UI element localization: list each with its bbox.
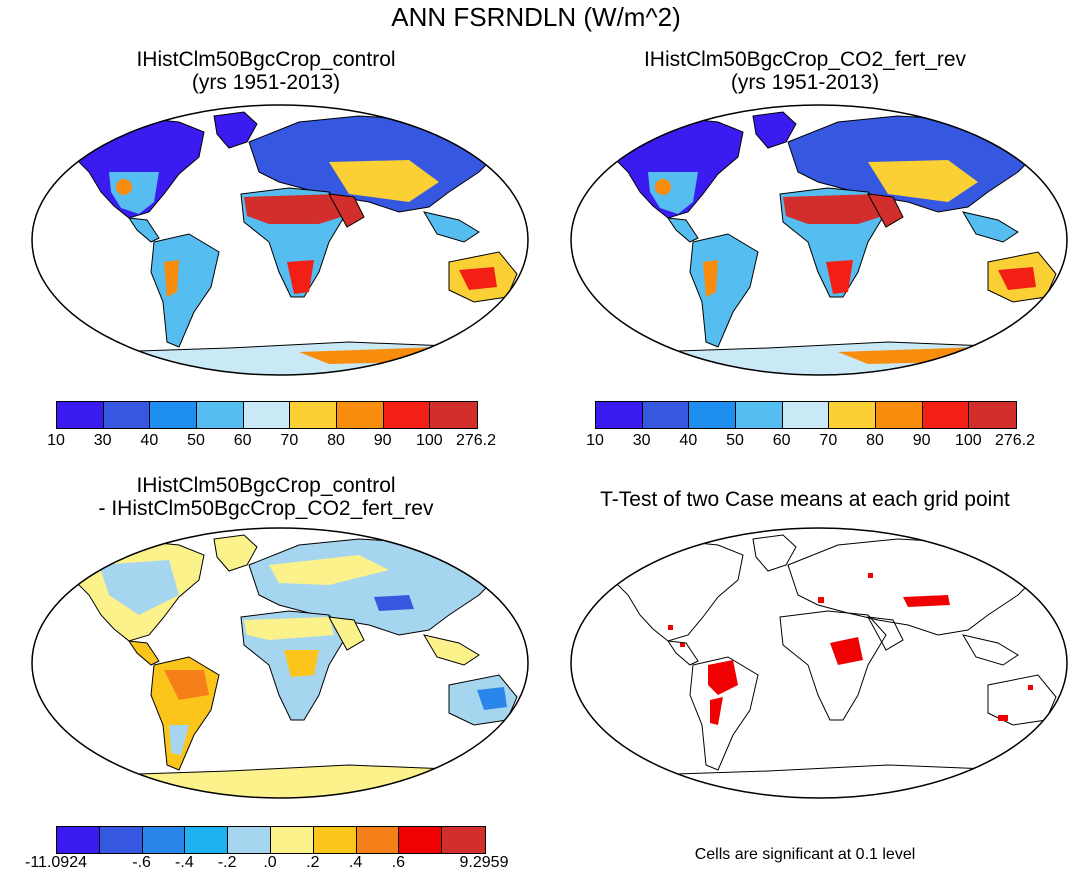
colorbar-difference <box>56 826 486 854</box>
colorbar-tick-label: 30 <box>632 432 651 449</box>
colorbar-tick-label: 276.2 <box>994 432 1036 449</box>
panel-1-title-line1: IHistClm50BgcCrop_control <box>136 48 396 71</box>
colorbar-swatch <box>689 402 736 428</box>
colorbar-tick-label: .6 <box>391 854 406 871</box>
colorbar-tick-label: 10 <box>47 432 65 449</box>
panel-2-title-line1: IHistClm50BgcCrop_CO2_fert_rev <box>643 48 967 71</box>
colorbar-swatch <box>196 402 244 428</box>
colorbar-tick-label: 70 <box>280 432 299 449</box>
colorbar-swatch <box>290 402 337 428</box>
panel-3-title-line1: IHistClm50BgcCrop_control <box>136 474 396 497</box>
panel-4-title-line1: T-Test of two Case means at each grid po… <box>600 488 1010 511</box>
map-difference <box>31 527 529 799</box>
panel-2-title: IHistClm50BgcCrop_CO2_fert_rev (yrs 1951… <box>605 48 1005 94</box>
colorbar-tick-label: 50 <box>726 432 744 449</box>
figure-title: ANN FSRNDLN (W/m^2) <box>391 2 681 32</box>
colorbar-tick-label: 50 <box>187 432 205 449</box>
panel-1-title-line2: (yrs 1951-2013) <box>191 71 341 94</box>
colorbar-tick-label: .4 <box>348 854 363 871</box>
colorbar-tick-label: .2 <box>306 854 320 871</box>
colorbar-tick-label: 100 <box>954 432 982 449</box>
colorbar-tick-label: -.2 <box>217 854 237 871</box>
colorbar-swatch <box>313 827 357 853</box>
colorbar-swatch <box>399 827 443 853</box>
colorbar-swatch <box>142 827 186 853</box>
colorbar-tick-label: -.4 <box>175 854 194 871</box>
colorbar-swatch <box>185 827 229 853</box>
colorbar-swatch <box>270 827 314 853</box>
colorbar-swatch <box>57 827 100 853</box>
colorbar-tick-label: 276.2 <box>455 432 497 449</box>
colorbar-tick-label: 40 <box>679 432 698 449</box>
colorbar-co2-fert-rev <box>595 401 1017 429</box>
significance-note: Cells are significant at 0.1 level <box>694 846 916 863</box>
colorbar-tick-label: 100 <box>415 432 443 449</box>
panel-3-title: IHistClm50BgcCrop_control - IHistClm50Bg… <box>56 474 476 520</box>
colorbar-swatch <box>922 402 970 428</box>
panel-4-title: T-Test of two Case means at each grid po… <box>560 488 1050 511</box>
colorbar-tick-label: 60 <box>233 432 252 449</box>
map-ttest <box>570 527 1068 799</box>
panel-3-title-line2: - IHistClm50BgcCrop_CO2_fert_rev <box>98 497 434 520</box>
panel-2-title-line2: (yrs 1951-2013) <box>730 71 880 94</box>
colorbar-swatch <box>782 402 830 428</box>
colorbar-swatch <box>875 402 923 428</box>
colorbar-tick-label: 90 <box>912 432 931 449</box>
colorbar-swatch <box>383 402 431 428</box>
colorbar-tick-label: 80 <box>866 432 884 449</box>
panel-1-title: IHistClm50BgcCrop_control (yrs 1951-2013… <box>66 48 466 94</box>
colorbar-swatch <box>57 402 104 428</box>
colorbar-swatch <box>596 402 643 428</box>
colorbar-swatch <box>99 827 143 853</box>
colorbar-swatch <box>735 402 783 428</box>
colorbar-swatch <box>228 827 271 853</box>
colorbar-swatch <box>356 827 400 853</box>
colorbar-tick-label: -11.0924 <box>25 854 87 871</box>
colorbar-swatch <box>829 402 876 428</box>
colorbar-tick-label: 40 <box>140 432 159 449</box>
colorbar-swatch <box>442 827 485 853</box>
colorbar-tick-label: 90 <box>373 432 392 449</box>
colorbar-swatch <box>430 402 477 428</box>
colorbar-tick-label: 30 <box>93 432 112 449</box>
colorbar-tick-label: .0 <box>263 854 277 871</box>
colorbar-swatch <box>642 402 690 428</box>
colorbar-swatch <box>103 402 151 428</box>
colorbar-tick-label: 80 <box>327 432 345 449</box>
colorbar-swatch <box>150 402 197 428</box>
colorbar-tick-label: 70 <box>819 432 838 449</box>
colorbar-tick-label: 9.2959 <box>459 854 509 871</box>
colorbar-tick-label: 10 <box>586 432 604 449</box>
colorbar-control <box>56 401 478 429</box>
colorbar-swatch <box>336 402 384 428</box>
colorbar-tick-label: 60 <box>772 432 791 449</box>
map-control <box>31 104 529 376</box>
colorbar-swatch <box>969 402 1016 428</box>
colorbar-swatch <box>243 402 291 428</box>
map-co2-fert-rev <box>570 104 1068 376</box>
colorbar-tick-label: -.6 <box>132 854 151 871</box>
